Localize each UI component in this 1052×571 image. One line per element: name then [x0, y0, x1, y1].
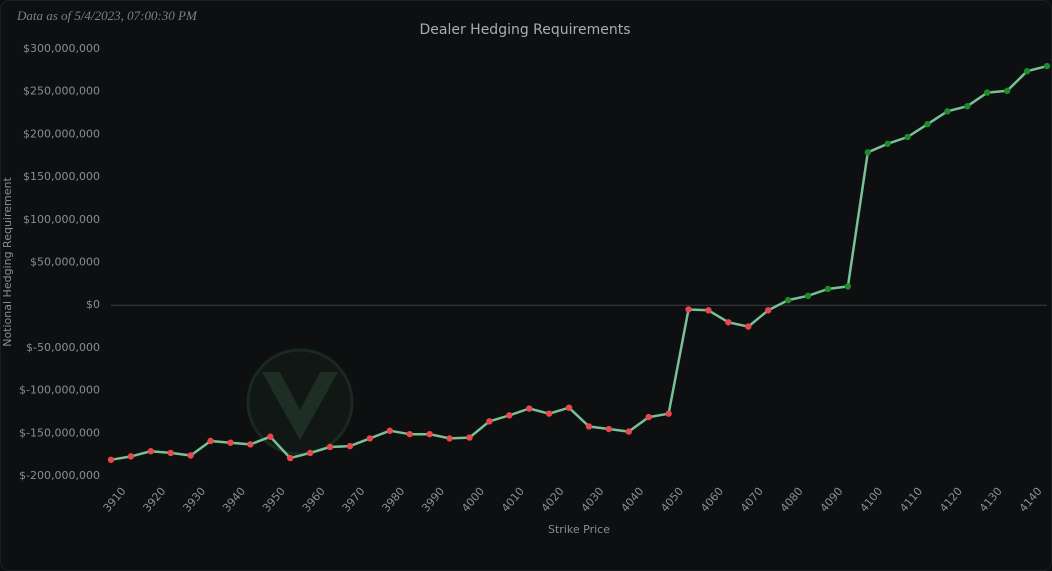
point: [287, 454, 294, 462]
point: [406, 430, 413, 438]
timestamp: Data as of 5/4/2023, 07:00:30 PM: [16, 8, 198, 23]
point: [247, 441, 254, 448]
point: [346, 442, 354, 450]
point: [466, 434, 473, 441]
point: [486, 418, 493, 425]
point: [884, 140, 891, 147]
point: [207, 437, 214, 445]
point: [944, 108, 951, 115]
point: [824, 285, 832, 293]
y-tick-label: $-50,000,000: [26, 341, 100, 354]
chart-title: Dealer Hedging Requirements: [419, 22, 630, 38]
point: [426, 430, 433, 438]
point: [1023, 68, 1031, 75]
point: [147, 448, 155, 455]
point: [665, 410, 672, 417]
point: [506, 412, 513, 419]
y-tick-label: $-200,000,000: [19, 469, 100, 482]
y-tick-label: $250,000,000: [23, 85, 100, 98]
point: [764, 307, 772, 314]
point: [1043, 62, 1051, 70]
point: [804, 292, 812, 300]
point: [107, 456, 115, 463]
y-tick-label: $300,000,000: [23, 42, 100, 55]
point: [745, 323, 752, 330]
point: [227, 439, 234, 446]
x-axis-label: Strike Price: [548, 523, 610, 536]
point: [605, 425, 613, 433]
y-tick-label: $-100,000,000: [19, 384, 100, 397]
point: [645, 413, 652, 421]
point: [386, 427, 394, 434]
y-tick-label: $200,000,000: [23, 127, 100, 140]
point: [167, 449, 174, 457]
line: [110, 64, 1048, 462]
point: [864, 149, 871, 156]
point: [187, 452, 194, 459]
y-tick-label: $50,000,000: [30, 256, 100, 269]
point: [924, 120, 931, 128]
point: [725, 319, 732, 326]
point: [306, 449, 314, 457]
point: [267, 433, 274, 440]
point: [904, 133, 911, 141]
point: [625, 428, 632, 435]
point: [366, 435, 374, 442]
point: [685, 306, 692, 313]
point: [964, 103, 971, 110]
point: [1003, 87, 1011, 95]
point: [446, 435, 453, 442]
point: [526, 405, 533, 412]
point: [127, 453, 135, 460]
y-axis-label: Notional Hedging Requirement: [1, 177, 14, 347]
y-tick-label: $100,000,000: [23, 213, 100, 226]
y-tick-label: $0: [86, 298, 100, 311]
point: [326, 443, 334, 451]
point: [565, 404, 573, 411]
y-tick-label: $150,000,000: [23, 170, 100, 183]
point: [844, 283, 852, 290]
point: [784, 296, 792, 304]
point: [705, 307, 712, 314]
y-tick-label: $-150,000,000: [19, 426, 100, 439]
watermark: [246, 348, 354, 456]
point: [984, 89, 991, 96]
point: [585, 423, 593, 430]
point: [545, 410, 553, 417]
